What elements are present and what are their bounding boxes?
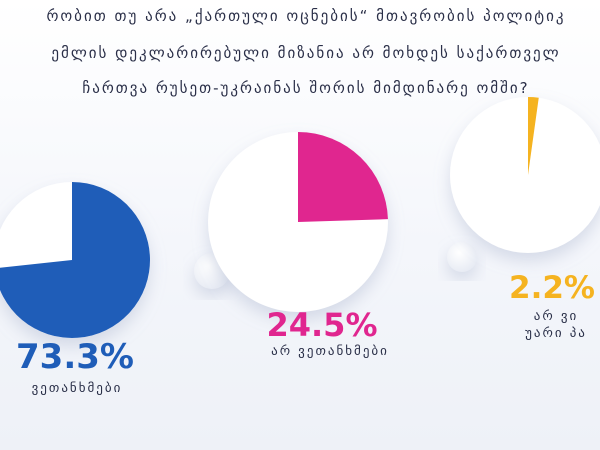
category-label-1: ვეთანხმები xyxy=(32,381,123,396)
category-label-3: არ ვი xyxy=(534,309,578,324)
pie-slice-2 xyxy=(298,132,388,222)
pie-2 xyxy=(194,132,388,312)
pie-3 xyxy=(447,97,600,272)
percent-label-2: 24.5% xyxy=(266,306,377,344)
pie-slice-3 xyxy=(528,97,539,175)
category-label-2: არ ვეთანხმები xyxy=(271,344,389,359)
percent-label-3: 2.2% xyxy=(509,270,595,306)
pie-base xyxy=(450,97,600,253)
percent-label-1: 73.3% xyxy=(16,337,134,377)
decor-bubble xyxy=(447,242,477,272)
title-line-1: რობით თუ არა „ქართული ოცნების“ მთავრობის… xyxy=(46,7,566,25)
title-line-2: ემლის დეკლარირებული მიზანია არ მოხდეს სა… xyxy=(51,44,561,62)
pie-slice-1 xyxy=(0,182,150,338)
category-label-3: უარი პა xyxy=(525,326,587,341)
title-line-3: ჩართვა რუსეთ-უკრაინას შორის მიმდინარე ომ… xyxy=(82,79,530,97)
pie-1 xyxy=(0,182,150,338)
